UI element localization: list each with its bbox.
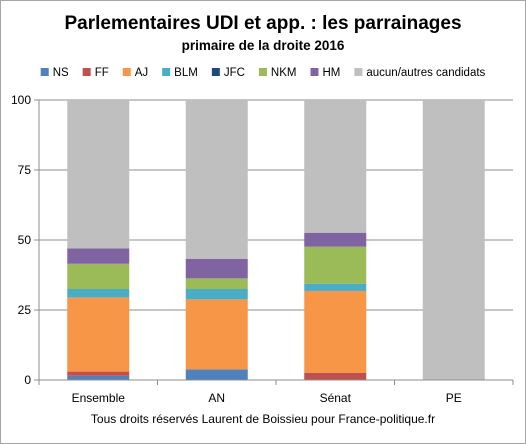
bar-segment [422, 100, 485, 380]
legend-swatch [354, 68, 363, 76]
y-tick-label: 75 [18, 163, 32, 177]
legend-item: HM [310, 67, 340, 79]
legend-item: aucun/autres candidats [354, 67, 486, 79]
legend-swatch [310, 68, 319, 76]
bar-segment [67, 248, 130, 264]
x-tick-label: Sénat [320, 391, 352, 405]
legend-swatch [211, 68, 220, 76]
bar-segment [304, 290, 367, 373]
legend-item: NKM [258, 67, 297, 79]
bar-segment [304, 246, 367, 284]
bar-segment [304, 100, 367, 233]
legend-label: NKM [271, 67, 297, 79]
legend-item: BLM [162, 67, 198, 79]
bar-segment [67, 263, 130, 289]
legend-swatch [82, 68, 91, 76]
y-tick-label: 100 [11, 93, 31, 107]
x-axis: Ensemble AN Sénat PE [38, 379, 514, 405]
chart-subtitle: primaire de la droite 2016 [182, 38, 345, 53]
y-tick-label: 0 [24, 373, 31, 387]
bar-segment [185, 299, 248, 370]
legend-label: AJ [135, 67, 148, 79]
legend: NS FF AJ BLM JFC NKM HM aucun/autres candidats [40, 67, 486, 79]
legend-item: JFC [211, 67, 245, 79]
chart-title: Parlementaires UDI et app. : les parrain… [64, 13, 461, 34]
bar-segment [304, 372, 367, 380]
legend-label: NS [53, 67, 69, 79]
legend-swatch [162, 68, 171, 76]
y-axis: 0 25 50 75 100 [11, 93, 40, 387]
bar-segment [185, 258, 248, 279]
legend-label: FF [95, 67, 109, 79]
legend-item: FF [82, 67, 109, 79]
bar-segment [185, 289, 248, 300]
footer-credit: Tous droits réservés Laurent de Boissieu… [91, 412, 435, 426]
bar-segment [304, 283, 367, 291]
bar-segment [185, 369, 248, 380]
bar-segment [304, 232, 367, 247]
legend-label: HM [322, 67, 340, 79]
bar-segment [67, 371, 130, 376]
legend-swatch [258, 68, 267, 76]
legend-swatch [122, 68, 131, 76]
bar-segment [185, 100, 248, 259]
x-tick-label: PE [446, 391, 462, 405]
bar-segment [185, 278, 248, 289]
legend-item: NS [40, 67, 69, 79]
y-tick-label: 50 [18, 233, 32, 247]
legend-item: AJ [122, 67, 148, 79]
legend-label: aucun/autres candidats [366, 67, 485, 79]
bar-segment [67, 297, 130, 372]
legend-label: BLM [174, 67, 198, 79]
legend-swatch [40, 68, 49, 76]
legend-label: JFC [224, 67, 245, 79]
x-tick-label: Ensemble [72, 391, 126, 405]
bar-segment [67, 289, 130, 298]
x-tick-label: AN [208, 391, 225, 405]
bars [67, 100, 485, 380]
y-tick-label: 25 [18, 303, 32, 317]
bar-segment [67, 375, 130, 380]
bar-segment [67, 100, 130, 249]
